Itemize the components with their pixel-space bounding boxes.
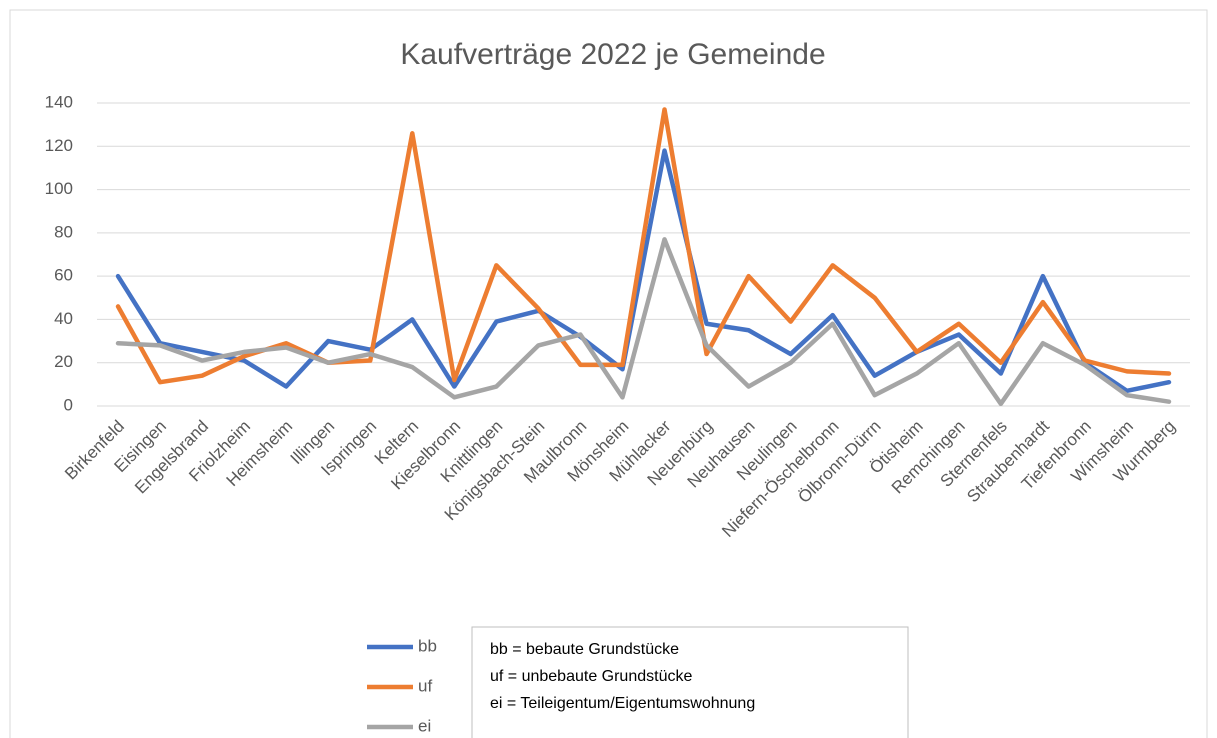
chart-title: Kaufverträge 2022 je Gemeinde bbox=[400, 38, 825, 71]
y-tick-label: 140 bbox=[45, 92, 73, 111]
y-tick-label: 60 bbox=[54, 266, 73, 285]
y-tick-label: 40 bbox=[54, 309, 73, 328]
annotation-box bbox=[471, 626, 909, 738]
series-line bbox=[115, 107, 1172, 385]
y-tick-label: 20 bbox=[54, 352, 73, 371]
series-line bbox=[115, 148, 1172, 394]
legend-label: ei bbox=[418, 716, 431, 735]
y-tick-label: 100 bbox=[45, 179, 73, 198]
y-tick-label: 80 bbox=[54, 222, 73, 241]
series-line bbox=[115, 237, 1172, 407]
annotation: ei = Teileigentum/Eigentumswohnung bbox=[490, 695, 755, 712]
y-tick-label: 0 bbox=[64, 395, 73, 414]
annotation: bb = bebaute Grundstücke bbox=[490, 641, 679, 658]
legend-label: uf bbox=[418, 676, 432, 695]
legend-label: bb bbox=[418, 636, 437, 655]
annotation: uf = unbebaute Grundstücke bbox=[490, 668, 692, 685]
y-tick-label: 120 bbox=[45, 136, 73, 155]
